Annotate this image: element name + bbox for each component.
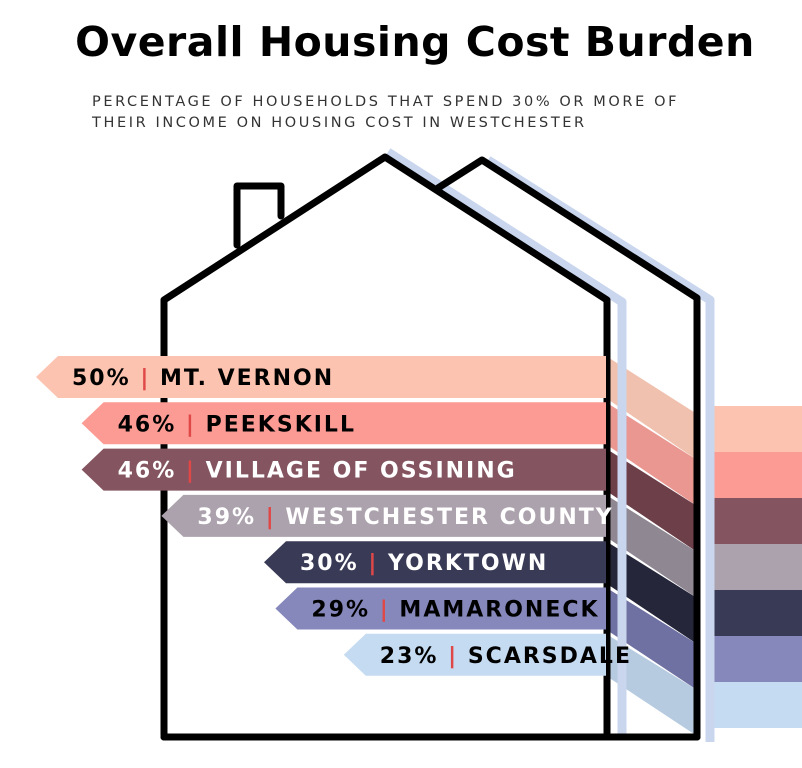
right-side-bars — [606, 356, 802, 736]
back-bar-scarsdale — [708, 682, 802, 728]
separator: | — [380, 598, 390, 623]
value-label: 50% — [72, 366, 140, 391]
bar-westchester-county — [161, 494, 606, 537]
value-label: 46% — [118, 459, 186, 484]
bar-label-mamaroneck: 29% | MAMARONECK — [311, 598, 599, 623]
bar-village-of-ossining — [81, 448, 607, 491]
bar-label-westchester-county: 39% | WESTCHESTER COUNTY — [197, 505, 613, 530]
back-bar-westchester-county — [708, 544, 802, 590]
value-label: 46% — [118, 412, 186, 437]
band-peekskill — [606, 402, 697, 506]
house-shadow — [385, 148, 715, 742]
category-label: PEEKSKILL — [196, 412, 356, 437]
chimney — [233, 182, 285, 249]
house-back-roof — [434, 156, 701, 739]
value-label: 39% — [197, 505, 265, 530]
category-label: SCARSDALE — [458, 644, 632, 669]
house-front-outline — [160, 153, 611, 739]
category-label: VILLAGE OF OSSINING — [196, 459, 517, 484]
separator: | — [448, 644, 458, 669]
bar-peekskill — [81, 402, 607, 445]
bar-yorktown — [264, 541, 606, 584]
separator: | — [266, 505, 276, 530]
subtitle-line-1: PERCENTAGE OF HOUSEHOLDS THAT SPEND 30% … — [92, 94, 680, 110]
band-mamaroneck — [606, 587, 697, 690]
value-label: 30% — [300, 551, 368, 576]
band-village-of-ossining — [606, 448, 697, 552]
back-bar-yorktown — [708, 590, 802, 636]
value-label: 23% — [380, 644, 448, 669]
separator: | — [186, 412, 196, 437]
band-mt-vernon — [606, 356, 697, 460]
back-bar-mamaroneck — [708, 636, 802, 682]
category-label: MT. VERNON — [150, 366, 334, 391]
separator: | — [368, 551, 378, 576]
separator: | — [140, 366, 150, 391]
bar-label-yorktown: 30% | YORKTOWN — [300, 551, 548, 576]
band-scarsdale — [606, 633, 697, 736]
value-label: 29% — [311, 598, 379, 623]
bar-mt-vernon — [36, 356, 606, 398]
back-bar-peekskill — [708, 452, 802, 498]
subtitle-line-2: THEIR INCOME ON HOUSING COST IN WESTCHES… — [92, 115, 587, 131]
bar-scarsdale — [343, 633, 606, 676]
bar-label-peekskill: 46% | PEEKSKILL — [118, 412, 356, 437]
bar-label-scarsdale: 23% | SCARSDALE — [380, 644, 632, 669]
band-yorktown — [606, 541, 697, 644]
bar-mamaroneck — [275, 587, 606, 630]
bar-label-village-of-ossining: 46% | VILLAGE OF OSSINING — [118, 459, 517, 484]
back-bar-mt-vernon — [708, 406, 802, 452]
band-westchester-county — [606, 494, 697, 598]
chart-subtitle: PERCENTAGE OF HOUSEHOLDS THAT SPEND 30% … — [92, 92, 792, 134]
separator: | — [186, 459, 196, 484]
bar-label-mt-vernon: 50% | MT. VERNON — [72, 366, 334, 391]
category-label: MAMARONECK — [390, 598, 600, 623]
category-label: WESTCHESTER COUNTY — [276, 505, 614, 530]
back-bar-village-of-ossining — [708, 498, 802, 544]
category-label: YORKTOWN — [378, 551, 548, 576]
chart-title: Overall Housing Cost Burden — [75, 18, 755, 66]
